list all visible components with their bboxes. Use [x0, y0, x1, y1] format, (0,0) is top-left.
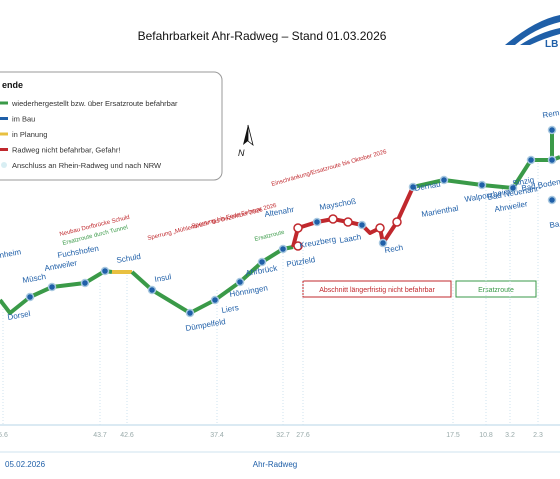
title: Befahrbarkeit Ahr-Radweg – Stand 01.03.2…	[138, 29, 387, 43]
station-dot	[312, 217, 322, 227]
km-label: 37.4	[210, 432, 224, 439]
legend-label: Anschluss an Rhein-Radweg und nach NRW	[12, 161, 162, 170]
box-closed-text: Abschnitt längerfristig nicht befahrbar	[319, 287, 435, 294]
km-label: 42.6	[120, 432, 134, 439]
km-label: 2.3	[533, 432, 543, 439]
north-arrow: N	[238, 124, 254, 158]
km-label: 10.8	[479, 432, 493, 439]
station-label: Sinzig	[512, 175, 535, 188]
station-dot	[526, 155, 536, 165]
km-label: 43.7	[93, 432, 107, 439]
north-label: N	[238, 148, 245, 158]
box-detour	[455, 280, 537, 298]
station-label: Müsch	[22, 272, 47, 285]
station-dot	[257, 257, 267, 267]
station-label: Liers	[221, 303, 240, 315]
station-dot	[80, 278, 90, 288]
station-dot	[439, 175, 449, 185]
km-label: 5.6	[0, 432, 8, 439]
station-dot	[47, 282, 57, 292]
legend-swatch	[1, 162, 7, 168]
station-dot	[357, 220, 367, 230]
km-label: 27.6	[296, 432, 310, 439]
station-dot	[25, 292, 35, 302]
legend-label: wiederhergestellt bzw. über Ersatzroute …	[11, 99, 178, 108]
station-dot	[100, 266, 110, 276]
hazard-marker	[375, 223, 385, 233]
box-detour-text: Ersatzroute	[478, 287, 514, 294]
station-label: nheim	[0, 247, 22, 260]
km-label: 3.2	[505, 432, 515, 439]
station-dot	[210, 295, 220, 305]
station-label: Rem	[542, 108, 560, 120]
station-dot	[547, 155, 557, 165]
legend-label: in Planung	[12, 130, 47, 139]
station-dot	[477, 180, 487, 190]
station-dot	[147, 285, 157, 295]
footer-name: Ahr-Radweg	[253, 460, 297, 469]
station-label: Laach	[339, 232, 362, 245]
station-dot	[185, 308, 195, 318]
hazard-marker	[392, 217, 402, 227]
station-dot	[547, 125, 557, 135]
legend-label: im Bau	[12, 115, 35, 124]
station-label: Insul	[154, 272, 172, 284]
station-dot	[278, 244, 288, 254]
station-dot	[235, 277, 245, 287]
logo: LB	[505, 15, 560, 50]
station-label: Ba	[549, 219, 560, 230]
logo-text: LB	[545, 39, 558, 50]
station-label: Schuld	[116, 252, 142, 265]
footer-date: 05.02.2026	[5, 460, 46, 469]
km-label: 17.5	[446, 432, 460, 439]
hazard-marker	[293, 241, 303, 251]
station-label: Rech	[384, 243, 404, 255]
station-dot	[408, 182, 418, 192]
station-dot	[508, 183, 518, 193]
station-label: Dernau	[414, 180, 441, 193]
km-label: 32.7	[276, 432, 290, 439]
legend-title: ende	[2, 80, 23, 90]
legend-label: Radweg nicht befahrbar, Gefahr!	[12, 146, 120, 155]
station-dot	[547, 195, 557, 205]
hazard-marker	[328, 214, 338, 224]
legend-box	[0, 71, 223, 181]
station-label: Dorsel	[7, 309, 32, 322]
station-dot	[378, 238, 388, 248]
hazard-marker	[343, 217, 353, 227]
hazard-marker	[293, 223, 303, 233]
